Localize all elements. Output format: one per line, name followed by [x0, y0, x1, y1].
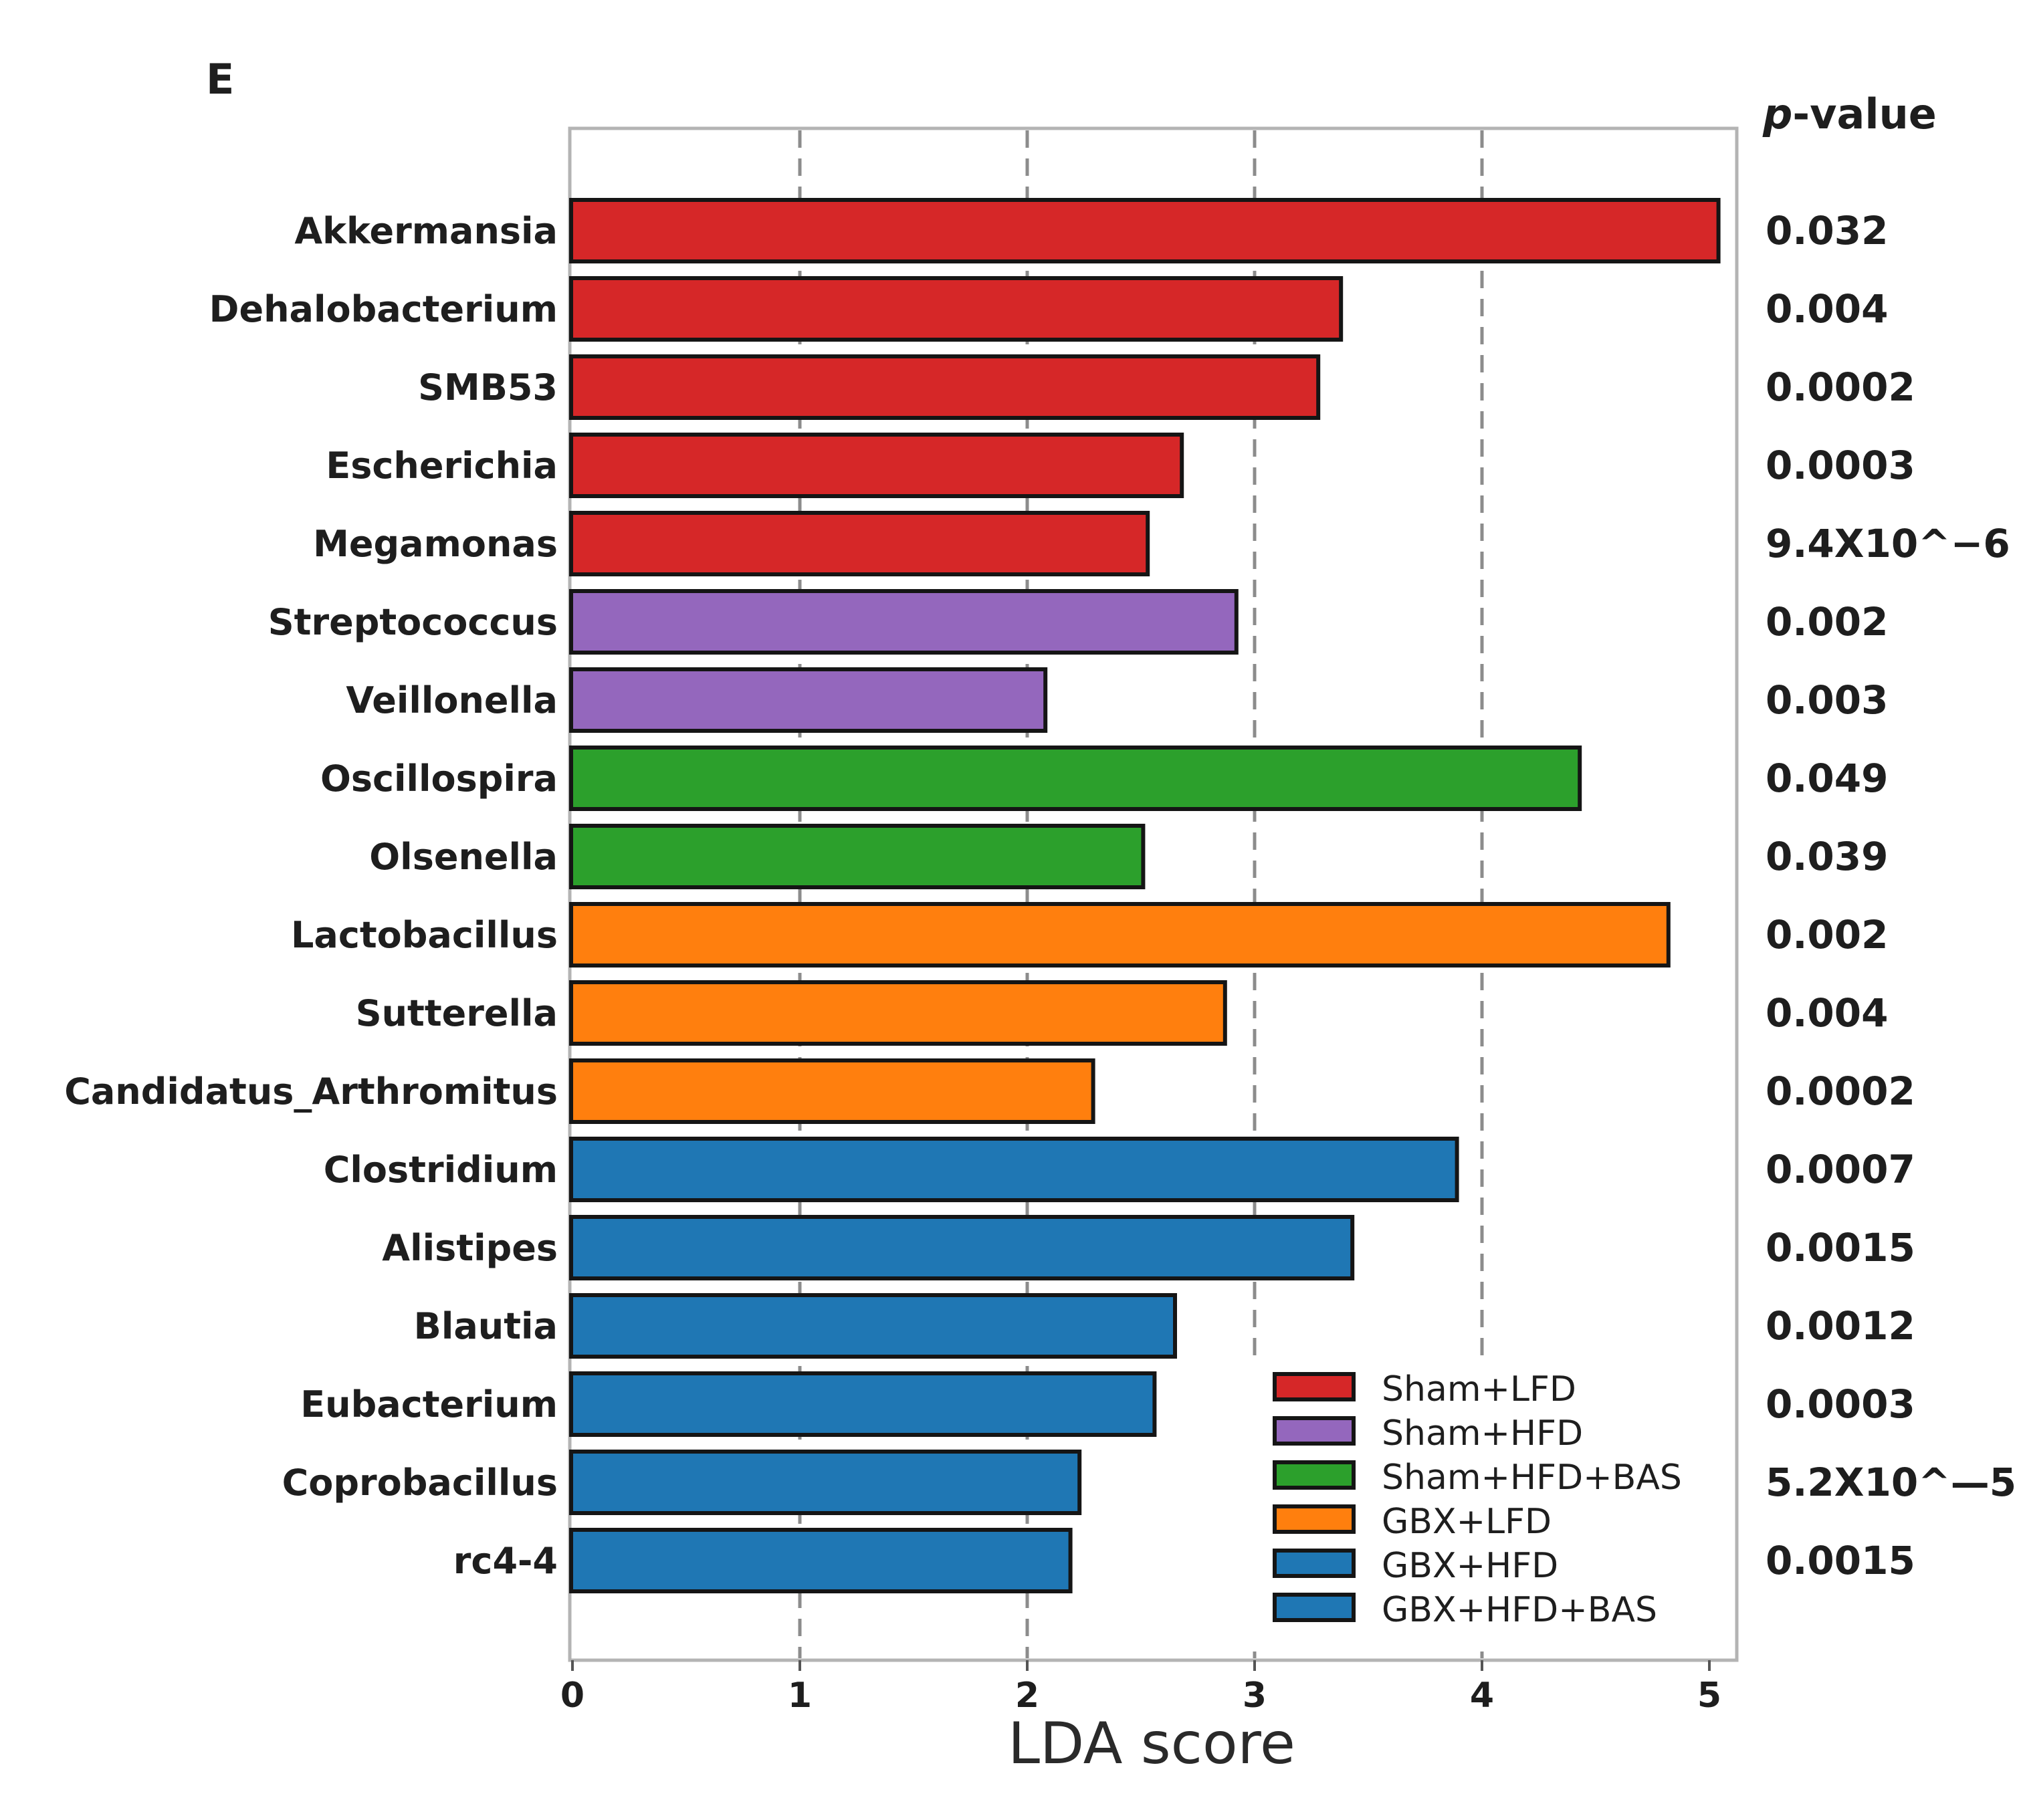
x-axis: 0 1 2 3 4 5 — [560, 1660, 1721, 1716]
category-label: Sutterella — [356, 992, 558, 1034]
p-value: 0.004 — [1766, 990, 1888, 1036]
legend: Sham+LFDSham+HFDSham+HFD+BASGBX+LFDGBX+H… — [1249, 1364, 1731, 1652]
p-value: 0.049 — [1766, 756, 1888, 801]
category-label: Olsenella — [369, 836, 558, 878]
p-value: 0.0002 — [1766, 1068, 1915, 1114]
category-label: SMB53 — [418, 366, 558, 409]
x-tick-label: 0 — [560, 1676, 585, 1716]
bar-oscillospira — [569, 746, 1582, 811]
legend-swatch — [1273, 1593, 1356, 1622]
bar-lactobacillus — [569, 902, 1671, 968]
p-value-header-rest: -value — [1792, 90, 1936, 138]
p-value: 0.0002 — [1766, 364, 1915, 410]
category-labels: Akkermansia Dehalobacterium SMB53 Escherich… — [64, 210, 558, 1582]
legend-label: Sham+HFD+BAS — [1382, 1458, 1682, 1498]
bar-smb53 — [569, 354, 1321, 420]
category-label: Dehalobacterium — [209, 288, 558, 330]
legend-swatch — [1273, 1504, 1356, 1534]
bar-akkermansia — [569, 198, 1721, 263]
bar-megamonas — [569, 511, 1150, 576]
legend-label: Sham+HFD — [1382, 1413, 1583, 1454]
bar-coprobacillus — [569, 1450, 1082, 1515]
x-tick-label: 2 — [1015, 1676, 1039, 1716]
x-tick-label: 4 — [1470, 1676, 1494, 1716]
x-tick-label: 3 — [1243, 1676, 1267, 1716]
bar-clostridium — [569, 1137, 1459, 1202]
legend-label: GBX+LFD — [1382, 1502, 1552, 1542]
category-label: Alistipes — [382, 1227, 558, 1269]
p-value: 5.2X10^—5 — [1766, 1460, 2016, 1505]
category-label: Veillonella — [346, 679, 558, 721]
p-value: 0.002 — [1766, 599, 1888, 645]
p-value-header-italic: p — [1762, 90, 1792, 138]
bar-escherichia — [569, 433, 1184, 498]
legend-swatch — [1273, 1372, 1356, 1401]
category-label: Eubacterium — [300, 1383, 558, 1426]
x-tick-label: 1 — [788, 1676, 812, 1716]
category-label: Megamonas — [313, 523, 558, 565]
p-value-labels: 0.032 0.004 0.0002 0.0003 9.4X10^−6 0.002 0.00… — [1766, 208, 2016, 1583]
bars — [569, 198, 1721, 1593]
bar-veillonella — [569, 667, 1048, 733]
bar-alistipes — [569, 1215, 1355, 1280]
legend-label: Sham+LFD — [1382, 1369, 1576, 1409]
bar-streptococcus — [569, 589, 1239, 655]
bar-blautia — [569, 1293, 1177, 1359]
x-tick-label: 5 — [1697, 1676, 1721, 1716]
p-value: 0.039 — [1766, 834, 1888, 879]
p-value: 0.0003 — [1766, 1381, 1915, 1427]
bar-sutterella — [569, 980, 1227, 1046]
p-value: 9.4X10^−6 — [1766, 521, 2010, 566]
panel-label: E — [206, 55, 234, 104]
p-value: 0.003 — [1766, 677, 1888, 723]
legend-swatch — [1273, 1460, 1356, 1490]
category-label: Oscillospira — [320, 758, 558, 800]
p-value: 0.002 — [1766, 912, 1888, 957]
plot-frame — [568, 126, 1739, 1662]
p-value: 0.0012 — [1766, 1303, 1915, 1349]
x-axis-label: LDA score — [1008, 1710, 1295, 1777]
bar-candidatus_arthromitus — [569, 1058, 1095, 1124]
p-value: 0.0015 — [1766, 1225, 1915, 1270]
bar-rc4-4 — [569, 1528, 1073, 1593]
bar-olsenella — [569, 824, 1146, 889]
p-value: 0.0007 — [1766, 1147, 1915, 1192]
category-label: Blautia — [414, 1305, 558, 1347]
p-value: 0.0003 — [1766, 443, 1915, 488]
legend-swatch — [1273, 1549, 1356, 1578]
category-label: Akkermansia — [294, 210, 558, 252]
category-label: Coprobacillus — [282, 1462, 558, 1504]
legend-label: GBX+HFD+BAS — [1382, 1590, 1657, 1630]
p-value-header: p-value — [1762, 90, 1937, 138]
category-label: Lactobacillus — [291, 914, 558, 956]
category-label: Clostridium — [324, 1149, 558, 1191]
category-label: Streptococcus — [268, 601, 558, 643]
bar-eubacterium — [569, 1371, 1157, 1437]
bar-dehalobacterium — [569, 276, 1344, 342]
category-label: Escherichia — [326, 445, 558, 487]
legend-label: GBX+HFD — [1382, 1546, 1558, 1586]
p-value: 0.004 — [1766, 286, 1888, 332]
category-label: rc4-4 — [453, 1540, 558, 1582]
p-value: 0.032 — [1766, 208, 1888, 253]
category-label: Candidatus_Arthromitus — [64, 1070, 558, 1113]
legend-swatch — [1273, 1416, 1356, 1446]
p-value: 0.0015 — [1766, 1538, 1915, 1583]
